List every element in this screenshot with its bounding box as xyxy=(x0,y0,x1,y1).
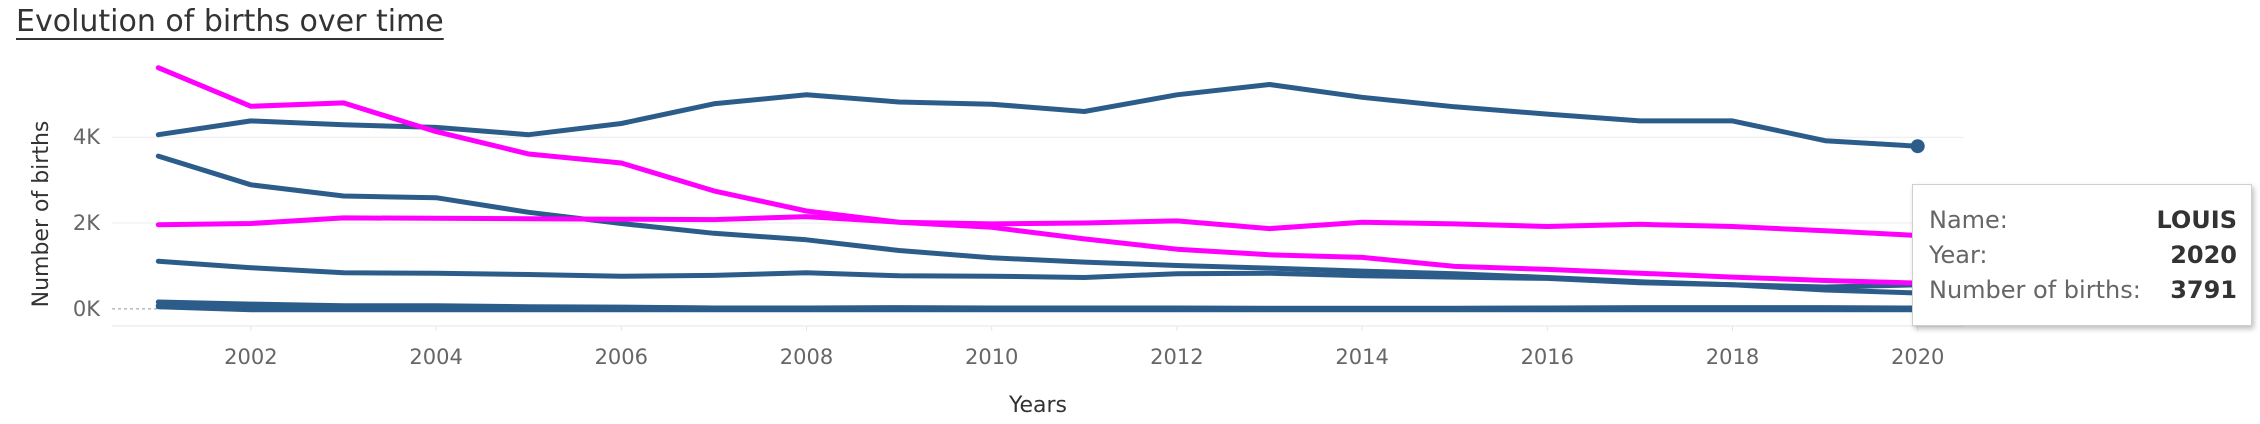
x-tick-label: 2004 xyxy=(409,345,462,369)
y-tick-label: 4K xyxy=(73,125,101,149)
highlight-markers[interactable] xyxy=(1910,139,1925,154)
series-lines[interactable] xyxy=(155,65,1921,313)
tooltip-key: Year: xyxy=(1929,241,1988,269)
x-tick-label: 2012 xyxy=(1150,345,1203,369)
x-tick-label: 2014 xyxy=(1335,345,1388,369)
tooltip: Name: LOUIS Year: 2020 Number of births:… xyxy=(1912,184,2252,326)
x-tick-label: 2002 xyxy=(224,345,277,369)
tooltip-value: 2020 xyxy=(2170,241,2237,269)
series-line-2[interactable] xyxy=(155,258,1921,296)
x-tick-label: 2018 xyxy=(1706,345,1759,369)
x-axis-label: Years xyxy=(1008,393,1067,418)
series-line-0[interactable] xyxy=(155,82,1921,149)
x-tick-label: 2016 xyxy=(1521,345,1574,369)
tooltip-key: Number of births: xyxy=(1929,276,2141,304)
x-tick-label: 2010 xyxy=(965,345,1018,369)
y-tick-label: 0K xyxy=(73,297,101,321)
x-tick-label: 2008 xyxy=(780,345,833,369)
tooltip-value: 3791 xyxy=(2170,276,2237,304)
y-tick-label: 2K xyxy=(73,211,101,235)
tooltip-row-births: Number of births: 3791 xyxy=(1929,273,2237,308)
tooltip-key: Name: xyxy=(1929,206,2008,234)
tooltip-row-name: Name: LOUIS xyxy=(1929,203,2237,238)
y-axis-label: Number of births xyxy=(29,121,54,308)
axes: 0K 2K 4K 2002 2004 2006 2008 2010 2012 2014 2016 20… xyxy=(73,125,1964,369)
chart-title: Evolution of births over time xyxy=(16,4,444,39)
tooltip-row-year: Year: 2020 xyxy=(1929,238,2237,273)
tooltip-value: LOUIS xyxy=(2156,206,2237,234)
highlight-point[interactable] xyxy=(1910,139,1925,154)
x-tick-label: 2006 xyxy=(595,345,648,369)
x-tick-label: 2020 xyxy=(1891,345,1944,369)
series-line-6[interactable] xyxy=(155,65,1921,286)
series-line-7[interactable] xyxy=(155,214,1921,238)
series-line-5[interactable] xyxy=(155,304,1921,313)
